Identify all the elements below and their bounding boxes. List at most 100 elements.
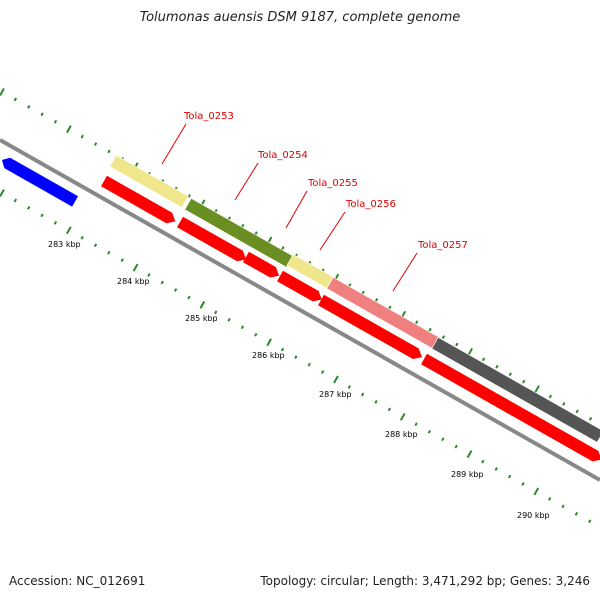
inner-minor-tick <box>588 519 592 524</box>
gene-labels: Tola_0253 Tola_0254 Tola_0255 Tola_0256 Tola… <box>161 111 468 292</box>
outer-minor-tick <box>562 402 566 406</box>
scale-labels: 283 kbp 284 kbp 285 kbp 286 kbp 287 kbp 288 k… <box>48 240 550 520</box>
cds-arrow-1 <box>101 175 176 224</box>
inner-major-tick <box>399 412 406 421</box>
inner-minor-tick <box>361 392 365 397</box>
inner-minor-tick <box>173 288 178 292</box>
feature-track <box>2 154 600 462</box>
inner-minor-tick <box>280 347 285 352</box>
scale-label: 288 kbp <box>385 430 418 439</box>
inner-minor-tick <box>27 206 31 210</box>
outer-major-tick <box>467 347 474 356</box>
outer-minor-tick <box>522 379 526 384</box>
gene-label: Tola_0255 <box>307 178 358 189</box>
inner-minor-tick <box>507 474 512 479</box>
outer-minor-tick <box>588 416 593 421</box>
gene-label-leader-line <box>285 190 308 229</box>
inner-major-tick <box>266 338 272 347</box>
inner-minor-tick <box>548 497 552 501</box>
inner-major-tick <box>533 487 540 496</box>
outer-minor-tick <box>441 335 446 339</box>
inner-minor-tick <box>574 511 579 516</box>
inner-minor-tick <box>147 273 151 277</box>
outer-minor-tick <box>388 305 392 310</box>
inner-major-tick <box>0 189 5 197</box>
inner-minor-tick <box>13 198 18 203</box>
inner-minor-tick <box>454 444 458 449</box>
inner-minor-tick <box>214 310 218 315</box>
cds-arrow-4 <box>277 270 322 302</box>
scale-label: 290 kbp <box>517 511 550 520</box>
inner-minor-tick <box>427 429 432 434</box>
inner-minor-tick <box>227 317 231 322</box>
outer-minor-tick <box>348 283 352 287</box>
inner-minor-tick <box>40 213 44 218</box>
scale-label: 286 kbp <box>252 351 285 360</box>
inner-minor-tick <box>53 220 58 225</box>
inner-minor-tick <box>494 467 498 471</box>
accession-text: Accession: NC_012691 <box>9 574 146 588</box>
outer-minor-tick <box>80 134 84 139</box>
gene-label: Tola_0253 <box>183 111 234 122</box>
outer-minor-tick <box>107 149 111 154</box>
inner-minor-tick <box>254 332 258 337</box>
inner-major-tick <box>333 375 339 384</box>
outer-minor-tick <box>374 298 379 302</box>
outer-minor-tick <box>13 97 18 102</box>
inner-minor-tick <box>441 437 445 442</box>
outer-minor-tick <box>53 119 58 124</box>
cds-arrow-5 <box>318 294 422 359</box>
outer-minor-tick <box>27 104 31 109</box>
gene-label: Tola_0257 <box>417 240 468 251</box>
blue-feature <box>2 157 79 207</box>
outer-minor-tick <box>548 394 553 399</box>
gene-label-leader-line <box>319 211 346 251</box>
inner-major-tick <box>199 300 206 309</box>
outer-minor-tick <box>481 357 486 362</box>
outer-minor-tick <box>415 320 419 325</box>
inner-minor-tick <box>387 407 392 412</box>
inner-major-tick <box>65 226 72 235</box>
cds-arrow-6 <box>421 353 600 462</box>
inner-tick-track <box>0 189 592 524</box>
scale-label: 289 kbp <box>451 470 484 479</box>
inner-minor-tick <box>107 250 111 255</box>
inner-major-tick <box>466 450 473 459</box>
inner-minor-tick <box>561 504 565 509</box>
inner-minor-tick <box>307 362 311 367</box>
outer-minor-tick <box>428 327 432 332</box>
outer-major-tick <box>534 385 540 394</box>
scale-label: 283 kbp <box>48 240 81 249</box>
backbone-line <box>0 138 600 482</box>
genome-summary-text: Topology: circular; Length: 3,471,292 bp… <box>260 574 590 588</box>
outer-minor-tick <box>93 142 98 146</box>
inner-minor-tick <box>347 385 351 389</box>
outer-minor-tick <box>508 372 512 377</box>
gene-label: Tola_0254 <box>257 150 308 161</box>
inner-minor-tick <box>481 459 485 464</box>
inner-minor-tick <box>160 280 164 285</box>
outer-tick-track <box>0 88 593 421</box>
gene-label-leader-line <box>161 123 187 165</box>
inner-minor-tick <box>521 482 525 486</box>
inner-minor-tick <box>120 258 124 263</box>
gene-label-leader-line <box>392 252 418 292</box>
gene-label-leader-line <box>234 162 259 201</box>
genome-backbone <box>0 138 600 482</box>
scale-label: 285 kbp <box>185 314 218 323</box>
inner-minor-tick <box>414 422 418 427</box>
cds-arrow-2 <box>177 216 247 262</box>
outer-minor-tick <box>187 194 191 198</box>
genome-title: Tolumonas auensis DSM 9187, complete gen… <box>139 10 461 25</box>
inner-minor-tick <box>374 400 378 404</box>
outer-minor-tick <box>575 409 579 414</box>
scale-label: 284 kbp <box>117 277 150 286</box>
outer-minor-tick <box>495 364 499 369</box>
outer-minor-tick <box>455 342 459 347</box>
outer-minor-tick <box>214 208 218 213</box>
cds-arrow-3 <box>243 251 280 278</box>
scale-label: 287 kbp <box>319 390 352 399</box>
inner-minor-tick <box>80 235 84 240</box>
inner-minor-tick <box>187 295 191 300</box>
